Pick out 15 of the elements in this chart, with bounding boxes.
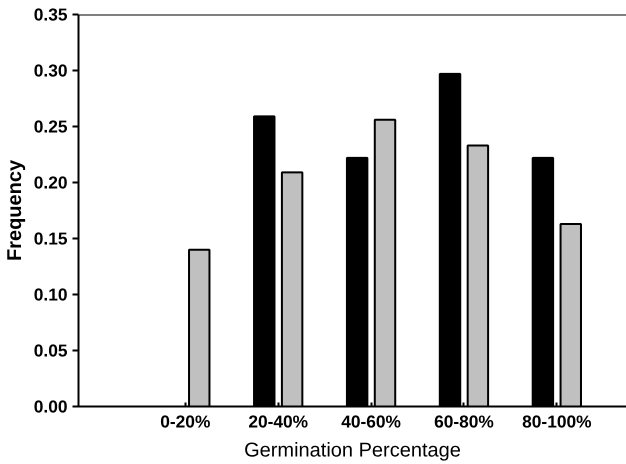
y-tick-label: 0.10 xyxy=(34,284,68,304)
y-tick-label: 0.15 xyxy=(34,228,68,248)
x-tick-label: 0-20% xyxy=(160,412,210,432)
y-tick-label: 0.20 xyxy=(34,172,68,192)
y-tick-label: 0.00 xyxy=(34,396,68,416)
y-tick-label: 0.35 xyxy=(34,4,68,24)
y-tick-label: 0.05 xyxy=(34,340,68,360)
y-tick-label: 0.30 xyxy=(34,60,68,80)
x-tick-label: 80-100% xyxy=(522,412,592,432)
y-axis-title: Frequency xyxy=(4,159,26,262)
x-tick-label: 40-60% xyxy=(341,412,401,432)
x-tick-label: 20-40% xyxy=(248,412,308,432)
x-tick-label: 60-80% xyxy=(434,412,494,432)
x-axis-title: Germination Percentage xyxy=(244,440,461,462)
y-tick-label: 0.25 xyxy=(34,116,68,136)
